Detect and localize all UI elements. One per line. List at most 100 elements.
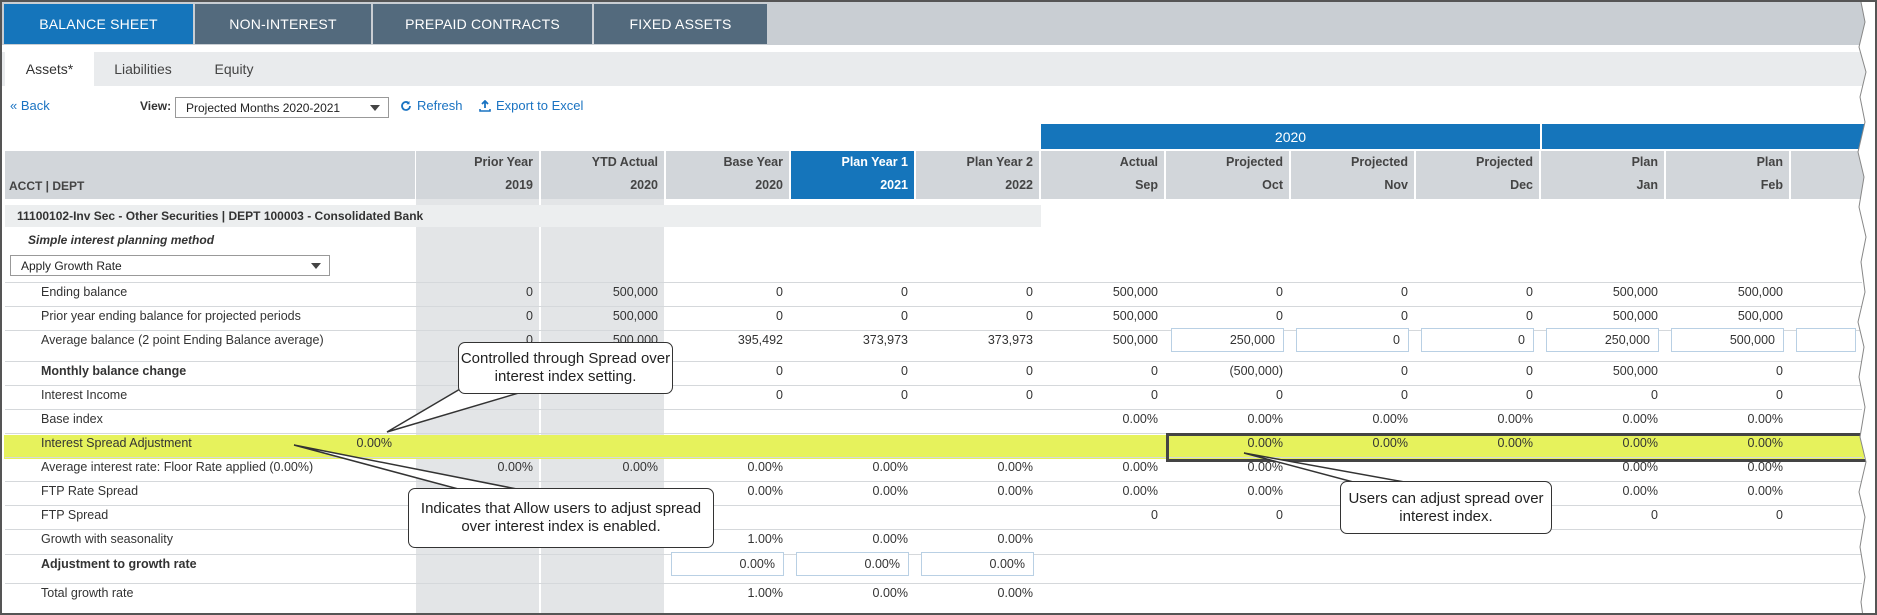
value-input[interactable]: 0 <box>1421 328 1534 352</box>
row-divider <box>5 385 1862 386</box>
value-cell: 0 <box>1401 309 1408 323</box>
column-header: YTD Actual 2020 <box>541 151 664 199</box>
row-divider <box>5 433 1862 434</box>
value-cell: 500,000 <box>1612 285 1658 299</box>
value-input[interactable]: 250,000 <box>1171 328 1284 352</box>
column-header-period: Sep <box>1135 178 1158 192</box>
value-cell: 0 <box>526 333 533 347</box>
value-cell: 0 <box>526 309 533 323</box>
value-cell: 395,492 <box>737 333 783 347</box>
view-select[interactable]: Projected Months 2020-2021 <box>175 97 389 118</box>
account-title-bar <box>5 205 1041 227</box>
row-label: Prior year ending balance for projected … <box>41 309 301 323</box>
tab-prepaid-contracts[interactable]: PREPAID CONTRACTS <box>373 4 592 44</box>
row-label: Base index <box>41 412 103 426</box>
subtab-liabilities[interactable]: Liabilities <box>114 61 172 77</box>
subtab-equity[interactable]: Equity <box>214 61 254 77</box>
column-header-label: Projected <box>1226 155 1283 169</box>
value-cell: 0 <box>1151 388 1158 402</box>
column-header-period: Oct <box>1262 178 1283 192</box>
value-cell: 373,973 <box>862 333 908 347</box>
column-header-label: YTD Actual <box>591 155 658 169</box>
row-label: Ending balance <box>41 285 128 299</box>
column-header-period: 2019 <box>505 178 533 192</box>
callout-users-adjust: Users can adjust spread over interest in… <box>1340 481 1552 534</box>
spread-adjustment-cell[interactable]: 0.00% <box>1247 436 1283 450</box>
column-header-label: Actual <box>1119 155 1158 169</box>
column-header: Plan Year 2 2022 <box>916 151 1039 199</box>
export-to-excel-button[interactable]: Export to Excel <box>479 98 583 113</box>
column-header: Plan Feb <box>1666 151 1789 199</box>
row-divider <box>5 529 1862 530</box>
row-divider <box>5 409 1862 410</box>
value-cell: (500,000) <box>1229 364 1283 378</box>
spread-adjustment-cell[interactable]: 0.00% <box>1497 436 1533 450</box>
value-cell: 0 <box>776 388 783 402</box>
value-input[interactable]: 250,000 <box>1546 328 1659 352</box>
value-input[interactable]: 0.00% <box>796 552 909 576</box>
value-cell: 0.00% <box>1622 460 1658 474</box>
column-header-period: 2022 <box>1005 178 1033 192</box>
column-header-period: 2020 <box>630 178 658 192</box>
value-input[interactable]: 0 <box>1296 328 1409 352</box>
value-input[interactable]: 0.00% <box>921 552 1034 576</box>
subtab-assets[interactable]: Assets* <box>5 52 94 86</box>
column-header-partial <box>1791 151 1867 199</box>
value-input-partial[interactable] <box>1796 328 1856 352</box>
column-header: Projected Oct <box>1166 151 1289 199</box>
spread-adjustment-cell[interactable]: 0.00% <box>1747 436 1783 450</box>
value-cell: 0.00% <box>1122 460 1158 474</box>
value-cell: 500,000 <box>1112 285 1158 299</box>
value-cell: 500,000 <box>1112 309 1158 323</box>
column-header: Projected Dec <box>1416 151 1539 199</box>
column-header-period: Dec <box>1510 178 1533 192</box>
year-band-next <box>1542 124 1867 149</box>
value-cell: 0 <box>1026 309 1033 323</box>
main-tab-bar: BALANCE SHEET NON-INTEREST PREPAID CONTR… <box>2 2 1875 45</box>
column-header: Prior Year 2019 <box>416 151 539 199</box>
tab-non-interest[interactable]: NON-INTEREST <box>195 4 371 44</box>
spread-adjustment-cell[interactable]: 0.00% <box>1622 436 1658 450</box>
column-header: Plan Jan <box>1541 151 1664 199</box>
refresh-icon <box>401 100 411 111</box>
column-header: Plan Year 1 2021 <box>791 151 914 199</box>
value-cell: 0 <box>1526 388 1533 402</box>
row-divider <box>5 330 1862 331</box>
export-label: Export to Excel <box>496 98 584 113</box>
refresh-button[interactable]: Refresh <box>400 98 463 113</box>
callout-pointer-allow-users <box>293 444 523 491</box>
tab-fixed-assets[interactable]: FIXED ASSETS <box>594 4 767 44</box>
value-cell: 0 <box>901 285 908 299</box>
value-cell: 0.00% <box>747 460 783 474</box>
planning-method-value: Apply Growth Rate <box>21 258 122 273</box>
column-header-label: Plan <box>1756 155 1783 169</box>
value-input[interactable]: 0.00% <box>671 552 784 576</box>
value-cell: 373,973 <box>987 333 1033 347</box>
row-label: Adjustment to growth rate <box>41 557 197 571</box>
torn-edge <box>1857 2 1875 613</box>
tab-balance-sheet[interactable]: BALANCE SHEET <box>4 4 193 44</box>
value-cell: 0.00% <box>872 532 908 546</box>
value-cell: 0.00% <box>1747 460 1783 474</box>
value-cell: 0.00% <box>747 484 783 498</box>
planning-method-select[interactable]: Apply Growth Rate <box>10 255 330 276</box>
account-title: 11100102-Inv Sec - Other Securities | DE… <box>17 209 424 223</box>
value-cell: 0 <box>901 309 908 323</box>
back-link[interactable]: « Back <box>10 98 50 113</box>
value-input[interactable]: 500,000 <box>1671 328 1784 352</box>
value-cell: 0.00% <box>997 532 1033 546</box>
value-cell: 0 <box>1276 285 1283 299</box>
value-cell: 0.00% <box>1122 484 1158 498</box>
value-cell: 0 <box>1401 388 1408 402</box>
value-cell: 0.00% <box>872 484 908 498</box>
value-cell: 500,000 <box>1612 309 1658 323</box>
row-label: Average interest rate: Floor Rate applie… <box>41 460 314 474</box>
column-header: Projected Nov <box>1291 151 1414 199</box>
value-cell: 0.00% <box>872 460 908 474</box>
spread-adjustment-cell[interactable]: 0.00% <box>1372 436 1408 450</box>
value-cell: 0 <box>1526 364 1533 378</box>
value-cell: 0.00% <box>1247 412 1283 426</box>
column-header-period: 2021 <box>880 178 908 192</box>
